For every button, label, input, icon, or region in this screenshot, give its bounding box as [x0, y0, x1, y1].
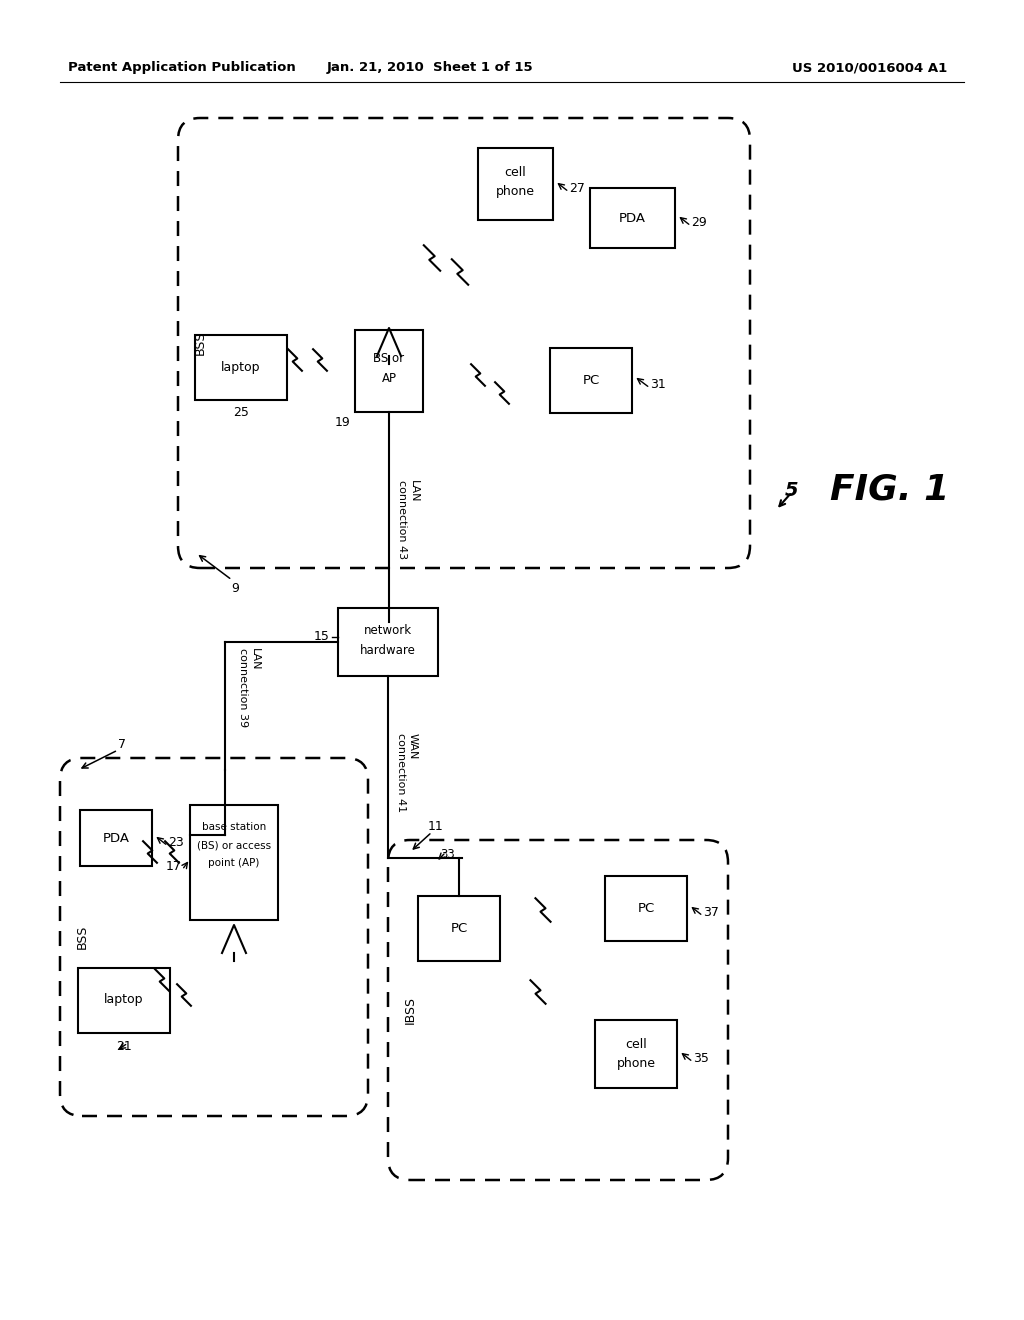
Text: 15: 15 [314, 631, 330, 644]
Text: AP: AP [382, 371, 396, 384]
Text: phone: phone [616, 1057, 655, 1071]
Text: LAN
connection 43: LAN connection 43 [397, 480, 419, 560]
Text: 7: 7 [118, 738, 126, 751]
Bar [78, 968, 170, 1034]
Text: BS or: BS or [374, 351, 404, 364]
FancyBboxPatch shape [178, 117, 750, 568]
Text: 17: 17 [166, 861, 182, 874]
Text: 5: 5 [785, 480, 799, 499]
Text: PC: PC [637, 902, 654, 915]
Text: network: network [364, 623, 412, 636]
Bar [605, 876, 687, 941]
Bar [478, 148, 553, 220]
Text: 29: 29 [691, 216, 707, 230]
Text: IBSS: IBSS [403, 997, 417, 1024]
Text: hardware: hardware [360, 644, 416, 656]
Text: FIG. 1: FIG. 1 [830, 473, 949, 507]
Text: 33: 33 [440, 847, 456, 861]
Text: PC: PC [451, 921, 468, 935]
Bar [195, 335, 287, 400]
Text: US 2010/0016004 A1: US 2010/0016004 A1 [793, 62, 947, 74]
Bar [550, 348, 632, 413]
Text: phone: phone [496, 186, 535, 198]
Text: BSS: BSS [194, 331, 207, 355]
Bar [418, 896, 500, 961]
Text: cell: cell [504, 165, 526, 178]
Text: PC: PC [583, 374, 600, 387]
Text: 37: 37 [703, 907, 719, 920]
Text: cell: cell [625, 1038, 647, 1051]
Bar [338, 609, 438, 676]
Text: BSS: BSS [76, 925, 88, 949]
Text: (BS) or access: (BS) or access [197, 840, 271, 850]
Text: point (AP): point (AP) [208, 858, 260, 869]
Bar [80, 810, 152, 866]
Text: 21: 21 [116, 1040, 132, 1052]
FancyBboxPatch shape [60, 758, 368, 1115]
Text: WAN
connection 41: WAN connection 41 [396, 734, 418, 813]
Text: Jan. 21, 2010  Sheet 1 of 15: Jan. 21, 2010 Sheet 1 of 15 [327, 62, 534, 74]
Text: Patent Application Publication: Patent Application Publication [68, 62, 296, 74]
Bar [190, 805, 278, 920]
Text: 31: 31 [650, 379, 666, 392]
Text: 11: 11 [428, 820, 443, 833]
Text: 23: 23 [168, 837, 183, 850]
Bar [355, 330, 423, 412]
Bar [590, 187, 675, 248]
Text: base station: base station [202, 822, 266, 832]
Text: laptop: laptop [221, 360, 261, 374]
Text: 25: 25 [233, 407, 249, 420]
Text: laptop: laptop [104, 994, 143, 1006]
Bar [595, 1020, 677, 1088]
Text: 27: 27 [569, 182, 585, 195]
Text: 35: 35 [693, 1052, 709, 1065]
Text: 19: 19 [334, 416, 350, 429]
Text: LAN
connection 39: LAN connection 39 [238, 648, 260, 727]
Text: PDA: PDA [618, 211, 645, 224]
FancyBboxPatch shape [388, 840, 728, 1180]
Text: PDA: PDA [102, 832, 129, 845]
Text: 9: 9 [231, 582, 239, 594]
